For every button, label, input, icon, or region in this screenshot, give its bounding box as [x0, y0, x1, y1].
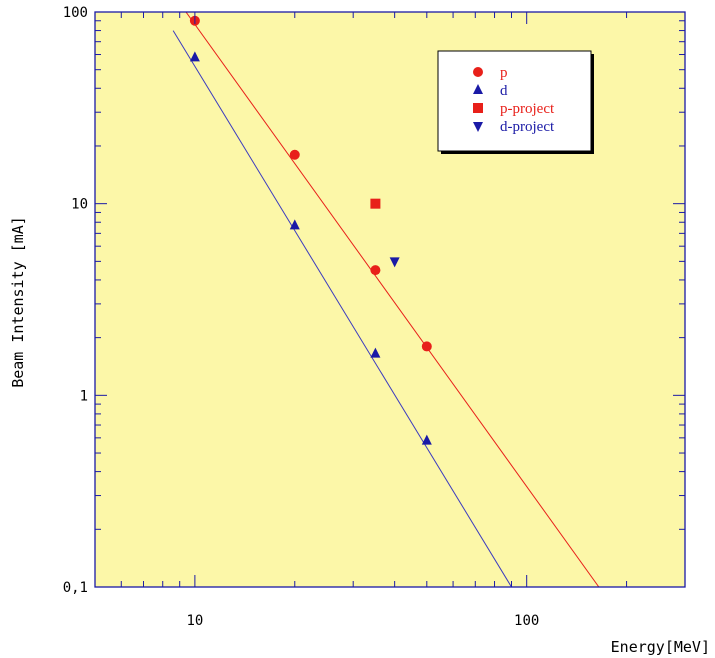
data-point-p-project: [370, 198, 381, 209]
legend-marker-p: [473, 67, 483, 77]
y-tick-label: 1: [80, 388, 88, 404]
legend-marker-d: [473, 84, 483, 94]
legend-label: d-project: [500, 119, 555, 135]
x-axis-title: Energy[MeV]: [611, 638, 710, 656]
plot-area: [95, 12, 685, 587]
axis-tick-labels: 10 100 0,1 1 10 100: [63, 5, 540, 629]
legend-marker-d-project: [473, 122, 483, 132]
legend-label: d: [500, 83, 508, 99]
data-point-d: [289, 219, 300, 230]
data-point-d-project: [389, 257, 400, 268]
legend-label: p: [500, 65, 508, 81]
legend: pd p-project d-project: [437, 50, 594, 154]
legend-label: p-project: [500, 101, 555, 117]
data-point-p: [370, 265, 381, 276]
data-point-d: [421, 434, 432, 445]
legend-box: [437, 50, 592, 152]
x-tick-label: 100: [514, 613, 539, 629]
data-point-d: [370, 347, 381, 358]
data-point-p: [289, 149, 300, 160]
fit-lines: [172, 12, 600, 587]
legend-marker-p-project: [473, 103, 483, 113]
fit-line-d: [172, 30, 512, 587]
data-point-p: [421, 341, 432, 352]
axis-ticks: [94, 11, 686, 588]
data-point-d: [189, 51, 200, 62]
y-axis-title: Beam Intensity [mA]: [9, 216, 27, 388]
plot-frame: [94, 11, 686, 588]
y-tick-label: 0,1: [63, 580, 88, 596]
y-tick-label: 10: [71, 197, 88, 213]
x-tick-label: 10: [186, 613, 203, 629]
fit-line-p: [185, 12, 600, 587]
data-markers: [189, 15, 432, 445]
y-tick-label: 100: [63, 5, 88, 21]
